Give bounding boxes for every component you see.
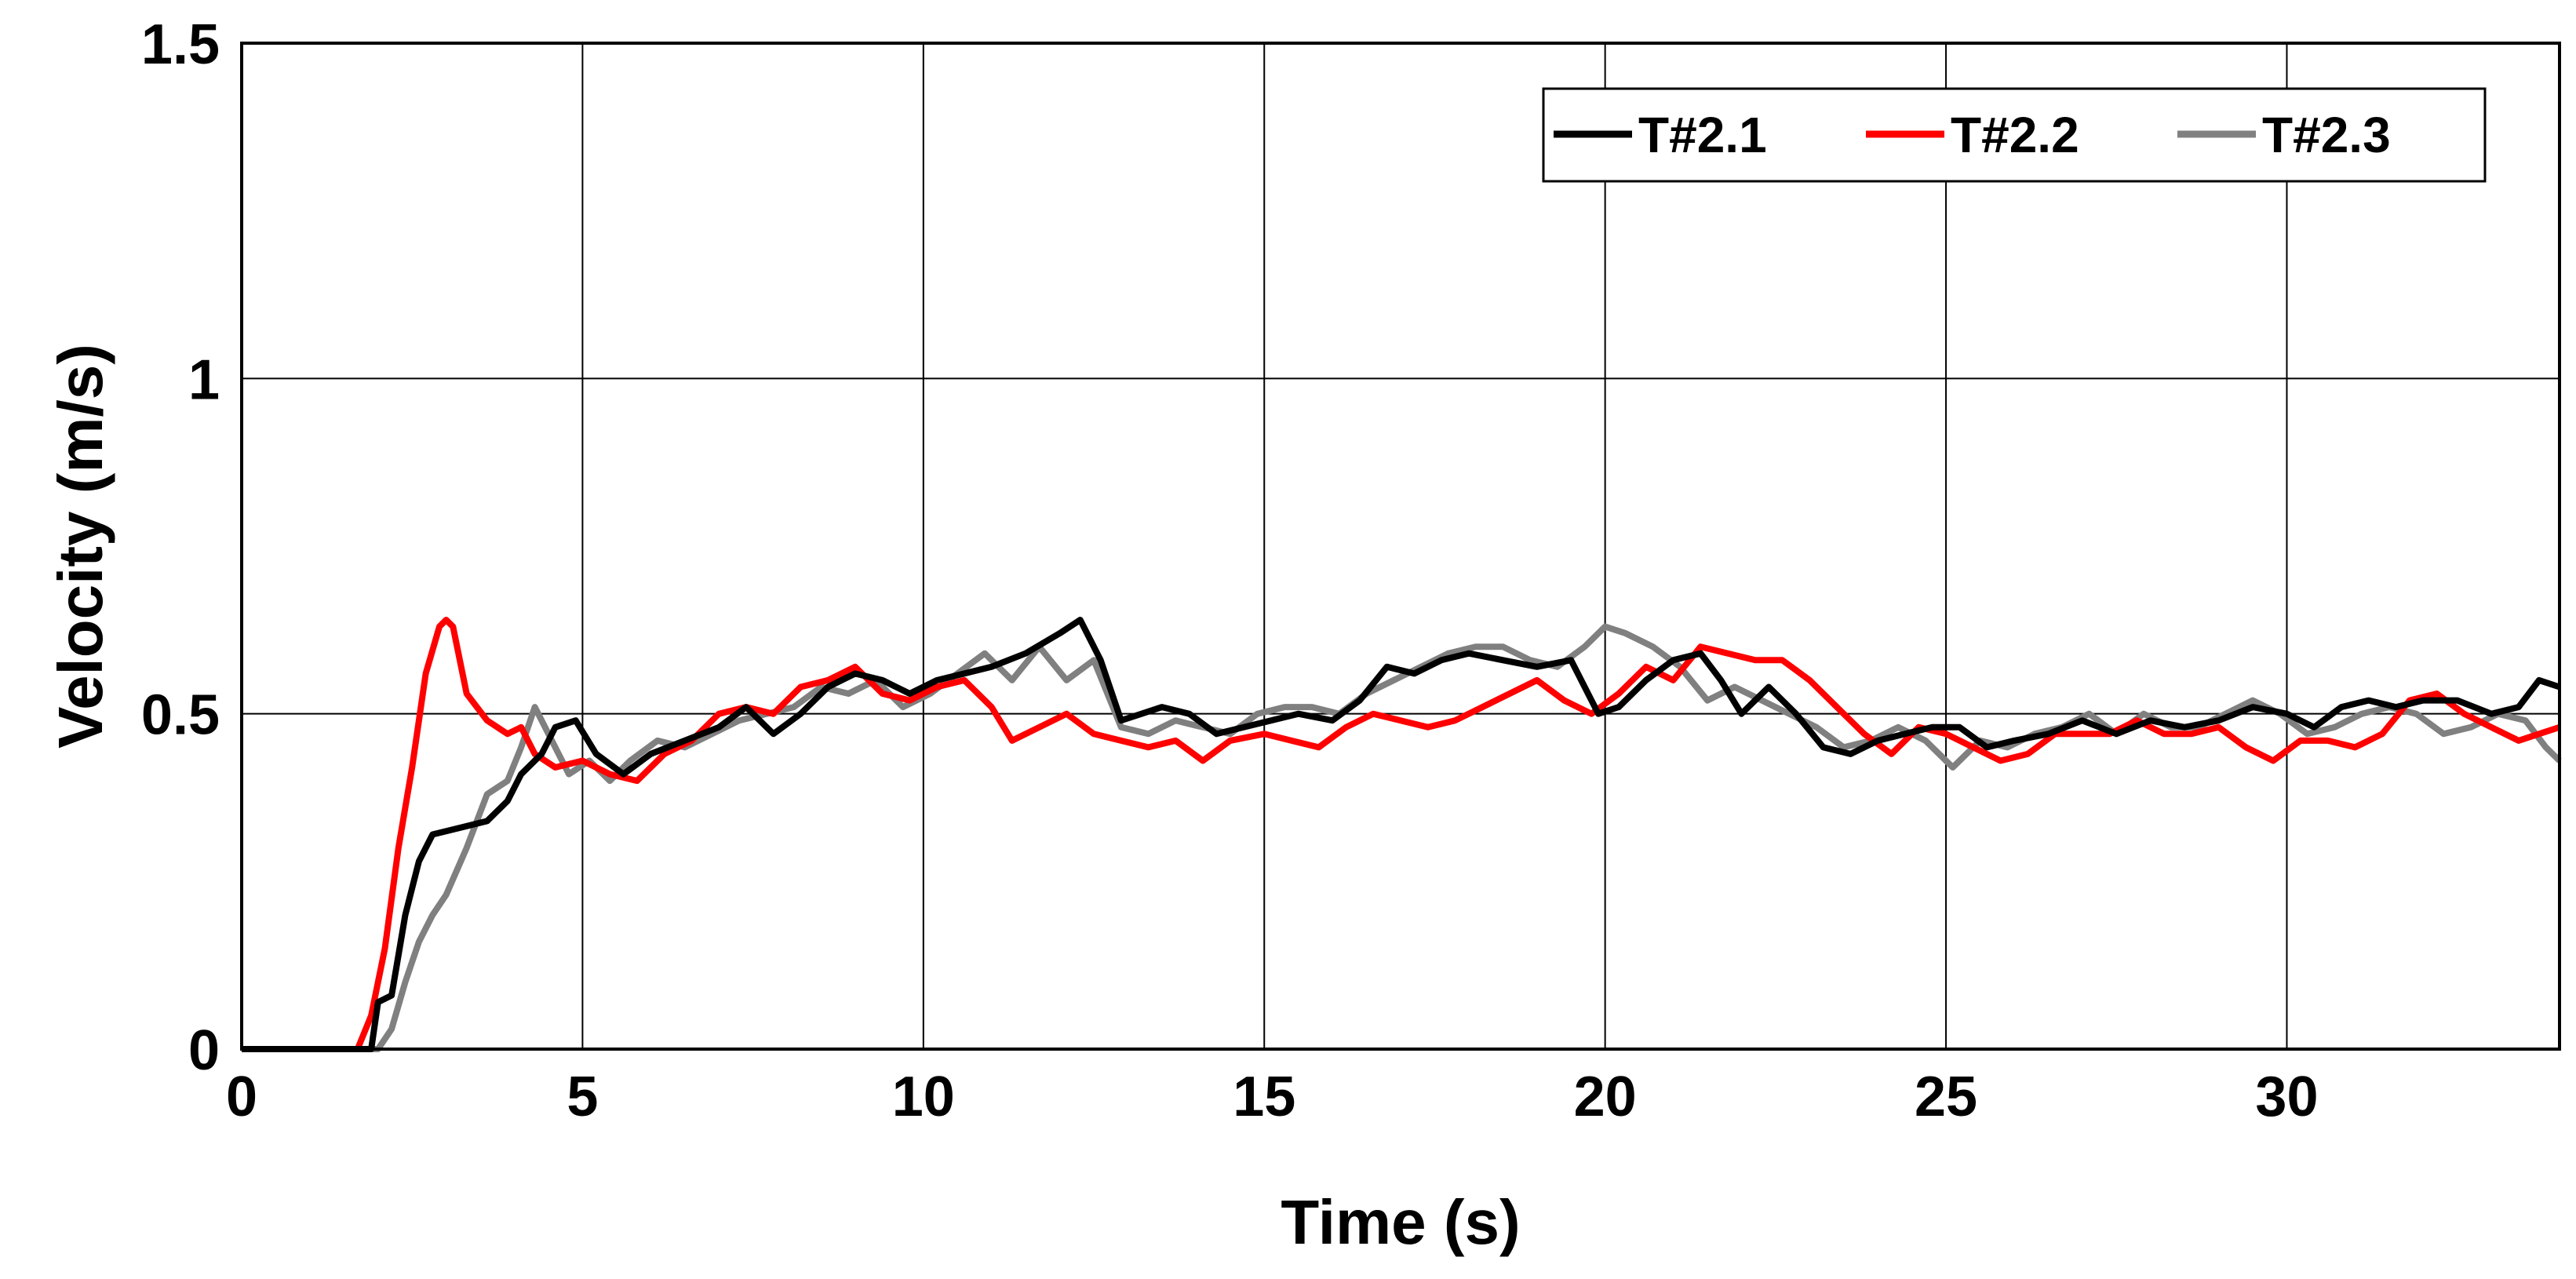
y-tick-label: 1 [188,348,220,411]
y-tick-labels: 0 0.5 1 1.5 [141,13,220,1082]
y-tick-label: 1.5 [141,13,220,76]
series-line-t23 [242,623,2562,1052]
series-line-t21 [242,617,2561,1052]
x-tick-label: 0 [226,1066,257,1128]
legend: T#2.1 T#2.2 T#2.3 [1542,87,2487,183]
legend-label-t23: T#2.3 [2262,107,2391,163]
x-tick-label: 30 [2255,1066,2318,1128]
y-axis-title: Velocity (m/s) [46,344,115,749]
plot-frame [240,42,2561,1051]
legend-box [1542,87,2487,183]
y-tick-label: 0.5 [141,684,220,747]
series-line-t22 [242,617,2561,1052]
x-tick-labels: 0 5 10 15 20 25 30 [226,1066,2319,1128]
legend-label-t21: T#2.1 [1638,107,1767,163]
grid-lines [242,43,2560,1049]
series-lines [242,617,2562,1052]
x-axis-title: Time (s) [1281,1187,1520,1257]
x-tick-label: 5 [567,1066,598,1128]
x-tick-label: 25 [1915,1066,1977,1128]
y-tick-label: 0 [188,1019,220,1082]
legend-label-t22: T#2.2 [1951,107,2079,163]
x-tick-label: 15 [1233,1066,1295,1128]
x-tick-label: 20 [1574,1066,1637,1128]
x-tick-label: 10 [892,1066,955,1128]
